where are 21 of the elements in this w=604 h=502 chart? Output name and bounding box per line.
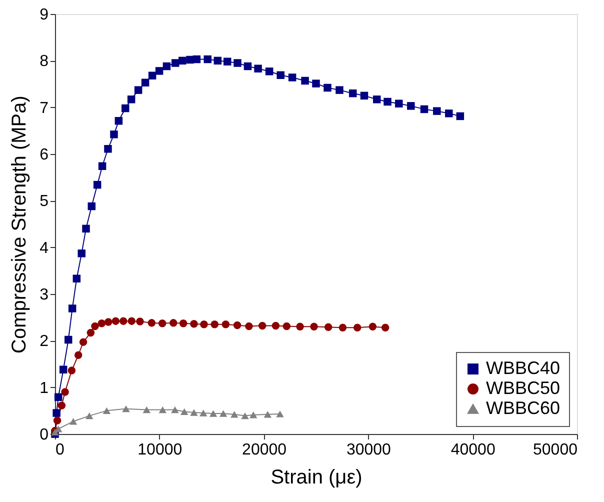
x-axis-title: Strain (με): [270, 466, 362, 488]
legend-label: WBBC40: [486, 358, 560, 378]
x-tick-label: 40000: [450, 442, 496, 458]
x-tick-label: 20000: [242, 442, 287, 458]
x-tick-label: 50000: [533, 442, 578, 458]
y-tick-label: 8: [40, 53, 49, 70]
x-tick-label: 30000: [346, 442, 392, 458]
y-tick-label: 6: [40, 146, 49, 164]
y-tick-label: 4: [40, 240, 49, 257]
y-axis-title: Compressive Strength (MPa): [8, 96, 31, 354]
y-tick-label: 0: [40, 426, 49, 444]
y-tick-label: 7: [40, 100, 49, 117]
x-tick-label: 10000: [138, 442, 182, 458]
x-tick-label: 0: [56, 442, 64, 458]
legend-label: WBBC60: [486, 398, 560, 418]
y-tick-label: 2: [40, 333, 49, 350]
y-tick-label: 5: [40, 193, 49, 210]
legend-label: WBBC50: [486, 378, 560, 398]
y-tick-label: 1: [40, 380, 49, 397]
y-tick-label: 9: [40, 6, 49, 24]
y-tick-label: 3: [40, 286, 49, 304]
